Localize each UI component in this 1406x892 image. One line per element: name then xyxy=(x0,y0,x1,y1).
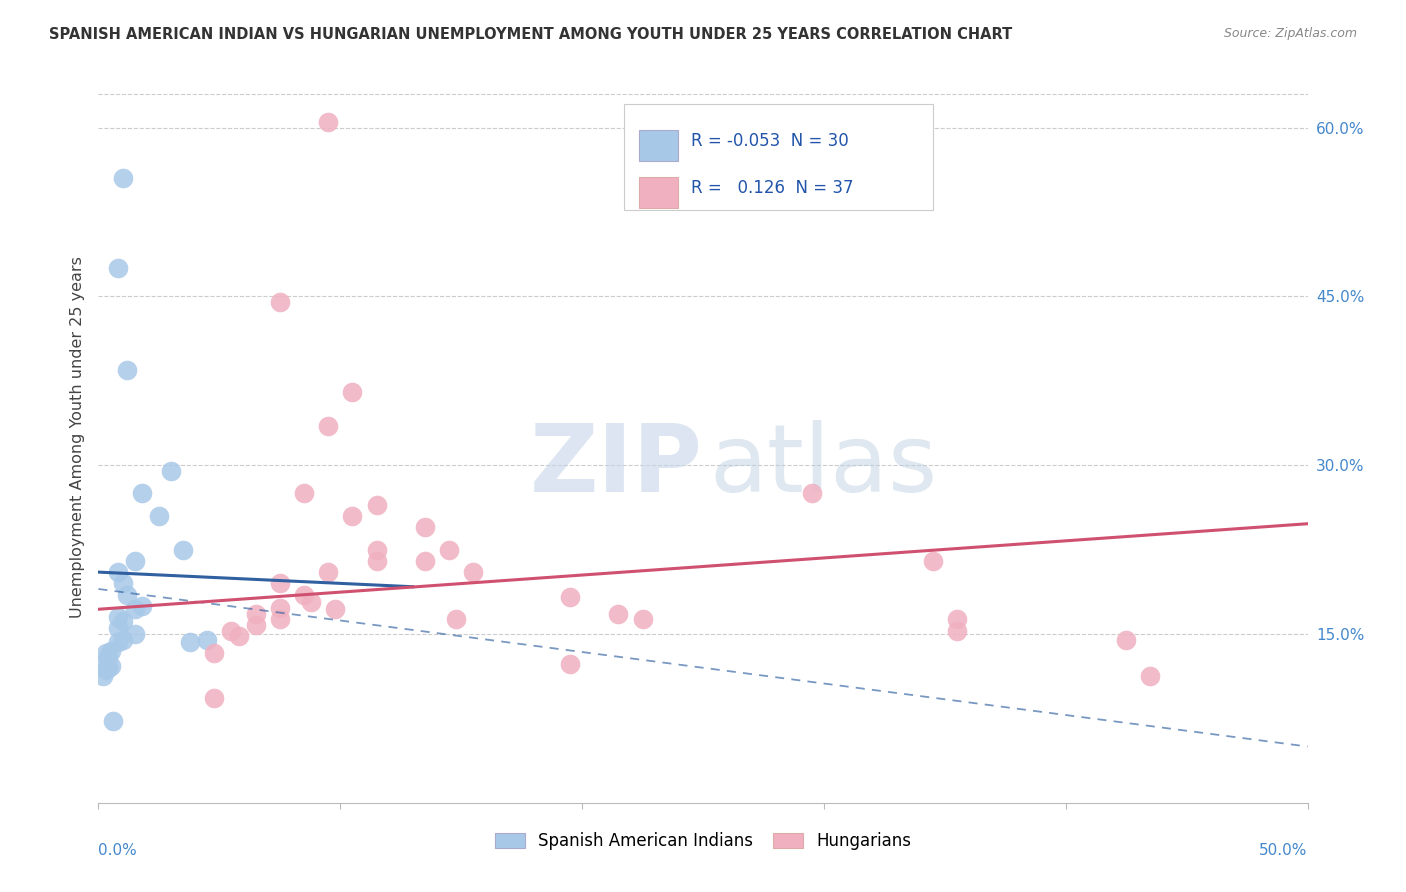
Point xyxy=(558,657,581,672)
Point xyxy=(437,542,460,557)
Point xyxy=(946,624,969,638)
Text: 50.0%: 50.0% xyxy=(1260,843,1308,858)
Text: 0.0%: 0.0% xyxy=(98,843,138,858)
Point xyxy=(94,663,117,677)
Point xyxy=(413,520,436,534)
Y-axis label: Unemployment Among Youth under 25 years: Unemployment Among Youth under 25 years xyxy=(69,256,84,618)
Point xyxy=(316,115,339,129)
Point xyxy=(117,362,139,376)
Point xyxy=(111,632,134,647)
Text: R = -0.053  N = 30: R = -0.053 N = 30 xyxy=(690,132,849,150)
Point xyxy=(269,576,291,591)
Point xyxy=(342,508,364,523)
Point xyxy=(124,554,146,568)
Point xyxy=(107,261,129,276)
Point xyxy=(292,588,315,602)
Point xyxy=(269,601,291,615)
Point xyxy=(107,565,129,579)
Point xyxy=(558,590,581,604)
Point xyxy=(245,618,267,632)
Text: SPANISH AMERICAN INDIAN VS HUNGARIAN UNEMPLOYMENT AMONG YOUTH UNDER 25 YEARS COR: SPANISH AMERICAN INDIAN VS HUNGARIAN UNE… xyxy=(49,27,1012,42)
Point xyxy=(366,554,388,568)
Point xyxy=(921,554,943,568)
Point xyxy=(228,629,250,643)
Point xyxy=(800,486,823,500)
FancyBboxPatch shape xyxy=(638,177,678,208)
FancyBboxPatch shape xyxy=(624,104,932,211)
Text: Source: ZipAtlas.com: Source: ZipAtlas.com xyxy=(1223,27,1357,40)
Point xyxy=(101,714,124,728)
Point xyxy=(124,627,146,641)
Point xyxy=(607,607,630,621)
Point xyxy=(94,655,117,669)
Point xyxy=(179,635,201,649)
Point xyxy=(269,295,291,310)
Point xyxy=(107,635,129,649)
Point xyxy=(204,691,226,706)
Text: R =   0.126  N = 37: R = 0.126 N = 37 xyxy=(690,178,853,196)
Point xyxy=(107,610,129,624)
Point xyxy=(131,599,153,613)
Point xyxy=(124,602,146,616)
Point xyxy=(631,612,654,626)
Point xyxy=(316,418,339,433)
Point xyxy=(100,658,122,673)
FancyBboxPatch shape xyxy=(638,130,678,161)
Point xyxy=(299,595,322,609)
Point xyxy=(446,612,468,626)
Point xyxy=(97,649,120,664)
Text: ZIP: ZIP xyxy=(530,420,703,512)
Point xyxy=(160,464,183,478)
Point xyxy=(221,624,243,638)
Point xyxy=(946,612,969,626)
Point xyxy=(94,646,117,660)
Point xyxy=(269,612,291,626)
Point xyxy=(111,614,134,628)
Point xyxy=(100,644,122,658)
Point xyxy=(413,554,436,568)
Point xyxy=(91,668,114,682)
Point xyxy=(1139,668,1161,682)
Legend: Spanish American Indians, Hungarians: Spanish American Indians, Hungarians xyxy=(488,825,918,856)
Point xyxy=(195,632,218,647)
Point xyxy=(292,486,315,500)
Point xyxy=(463,565,485,579)
Point xyxy=(1115,632,1137,647)
Point xyxy=(204,646,226,660)
Point xyxy=(366,542,388,557)
Point xyxy=(366,498,388,512)
Point xyxy=(97,661,120,675)
Point xyxy=(342,385,364,400)
Point xyxy=(316,565,339,579)
Point xyxy=(111,171,134,186)
Point xyxy=(117,588,139,602)
Text: atlas: atlas xyxy=(709,420,938,512)
Point xyxy=(172,542,194,557)
Point xyxy=(245,607,267,621)
Point xyxy=(148,508,170,523)
Point xyxy=(111,576,134,591)
Point xyxy=(325,602,347,616)
Point xyxy=(131,486,153,500)
Point xyxy=(107,621,129,635)
